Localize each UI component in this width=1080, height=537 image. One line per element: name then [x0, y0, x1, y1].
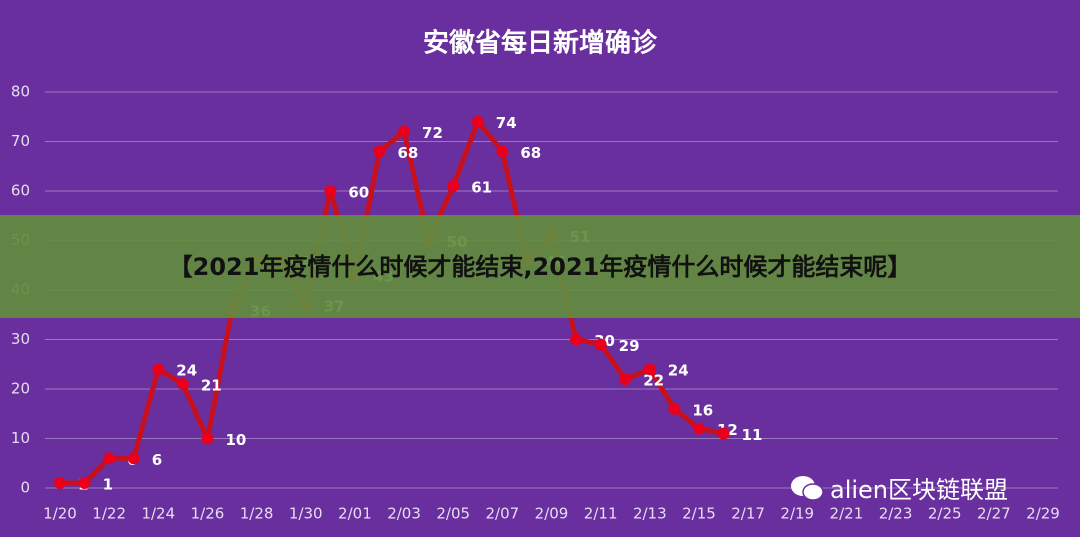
point	[398, 125, 411, 138]
series-line	[60, 119, 725, 486]
data-label: 68	[520, 144, 541, 162]
point	[471, 115, 484, 128]
point	[717, 427, 730, 440]
y-tick-label: 10	[11, 429, 30, 447]
x-tick-label: 2/15	[682, 505, 716, 523]
point	[373, 145, 386, 158]
x-tick-label: 2/13	[633, 505, 667, 523]
point	[692, 422, 705, 435]
point	[176, 378, 189, 391]
data-label: 1	[103, 476, 113, 494]
data-label: 61	[471, 179, 492, 197]
y-tick-label: 80	[11, 83, 30, 101]
x-tick-label: 1/30	[289, 505, 323, 523]
x-tick-label: 1/22	[92, 505, 126, 523]
x-tick-label: 2/11	[584, 505, 618, 523]
x-tick-label: 2/05	[436, 505, 470, 523]
x-tick-label: 1/28	[240, 505, 274, 523]
y-tick-label: 60	[11, 182, 30, 200]
point	[152, 363, 165, 376]
x-tick-label: 1/26	[191, 505, 225, 523]
x-tick-label: 1/20	[43, 505, 77, 523]
point	[324, 185, 337, 197]
point	[668, 402, 681, 415]
y-tick-label: 70	[11, 132, 30, 150]
data-label: 72	[422, 124, 443, 142]
x-tick-label: 2/27	[977, 505, 1011, 523]
x-tick-label: 1/24	[141, 505, 175, 523]
x-tick-label: 2/01	[338, 505, 372, 523]
x-tick-label: 2/21	[830, 505, 864, 523]
data-label: 11	[742, 426, 763, 444]
x-tick-label: 2/25	[928, 505, 962, 523]
data-label: 60	[348, 184, 369, 202]
y-tick-label: 20	[11, 380, 30, 398]
data-label: 22	[643, 372, 664, 390]
point	[643, 363, 656, 376]
data-label: 74	[496, 114, 517, 132]
y-tick-label: 30	[11, 330, 30, 348]
x-tick-label: 2/23	[879, 505, 913, 523]
data-label: 6	[152, 451, 162, 469]
x-tick-label: 2/09	[535, 505, 569, 523]
data-label: 29	[619, 337, 640, 355]
point	[201, 432, 214, 445]
chart-title: 安徽省每日新增确诊	[423, 28, 658, 59]
x-tick-label: 2/17	[731, 505, 765, 523]
point	[54, 477, 66, 490]
point	[496, 145, 509, 158]
point	[619, 373, 632, 386]
data-label: 24	[668, 362, 689, 380]
x-tick-label: 2/03	[387, 505, 421, 523]
point	[78, 477, 91, 490]
watermark-text: alien区块链联盟	[830, 476, 1009, 504]
data-label: 68	[397, 144, 418, 162]
y-tick-label: 0	[20, 479, 30, 497]
data-label: 16	[692, 401, 713, 419]
point	[447, 180, 460, 193]
banner: 【2021年疫情什么时候才能结束,2021年疫情什么时候才能结束呢】	[0, 215, 1080, 318]
x-tick-label: 2/07	[486, 505, 520, 523]
point	[103, 452, 116, 465]
data-label: 10	[225, 431, 246, 449]
point	[570, 333, 583, 346]
data-label: 21	[201, 377, 222, 395]
data-label: 24	[176, 362, 197, 380]
x-tick-label: 2/29	[1026, 505, 1060, 523]
watermark: alien区块链联盟	[790, 470, 1008, 505]
wechat-icon	[791, 475, 824, 501]
point	[594, 338, 607, 351]
x-tick-label: 2/19	[780, 505, 814, 523]
point	[127, 452, 140, 465]
